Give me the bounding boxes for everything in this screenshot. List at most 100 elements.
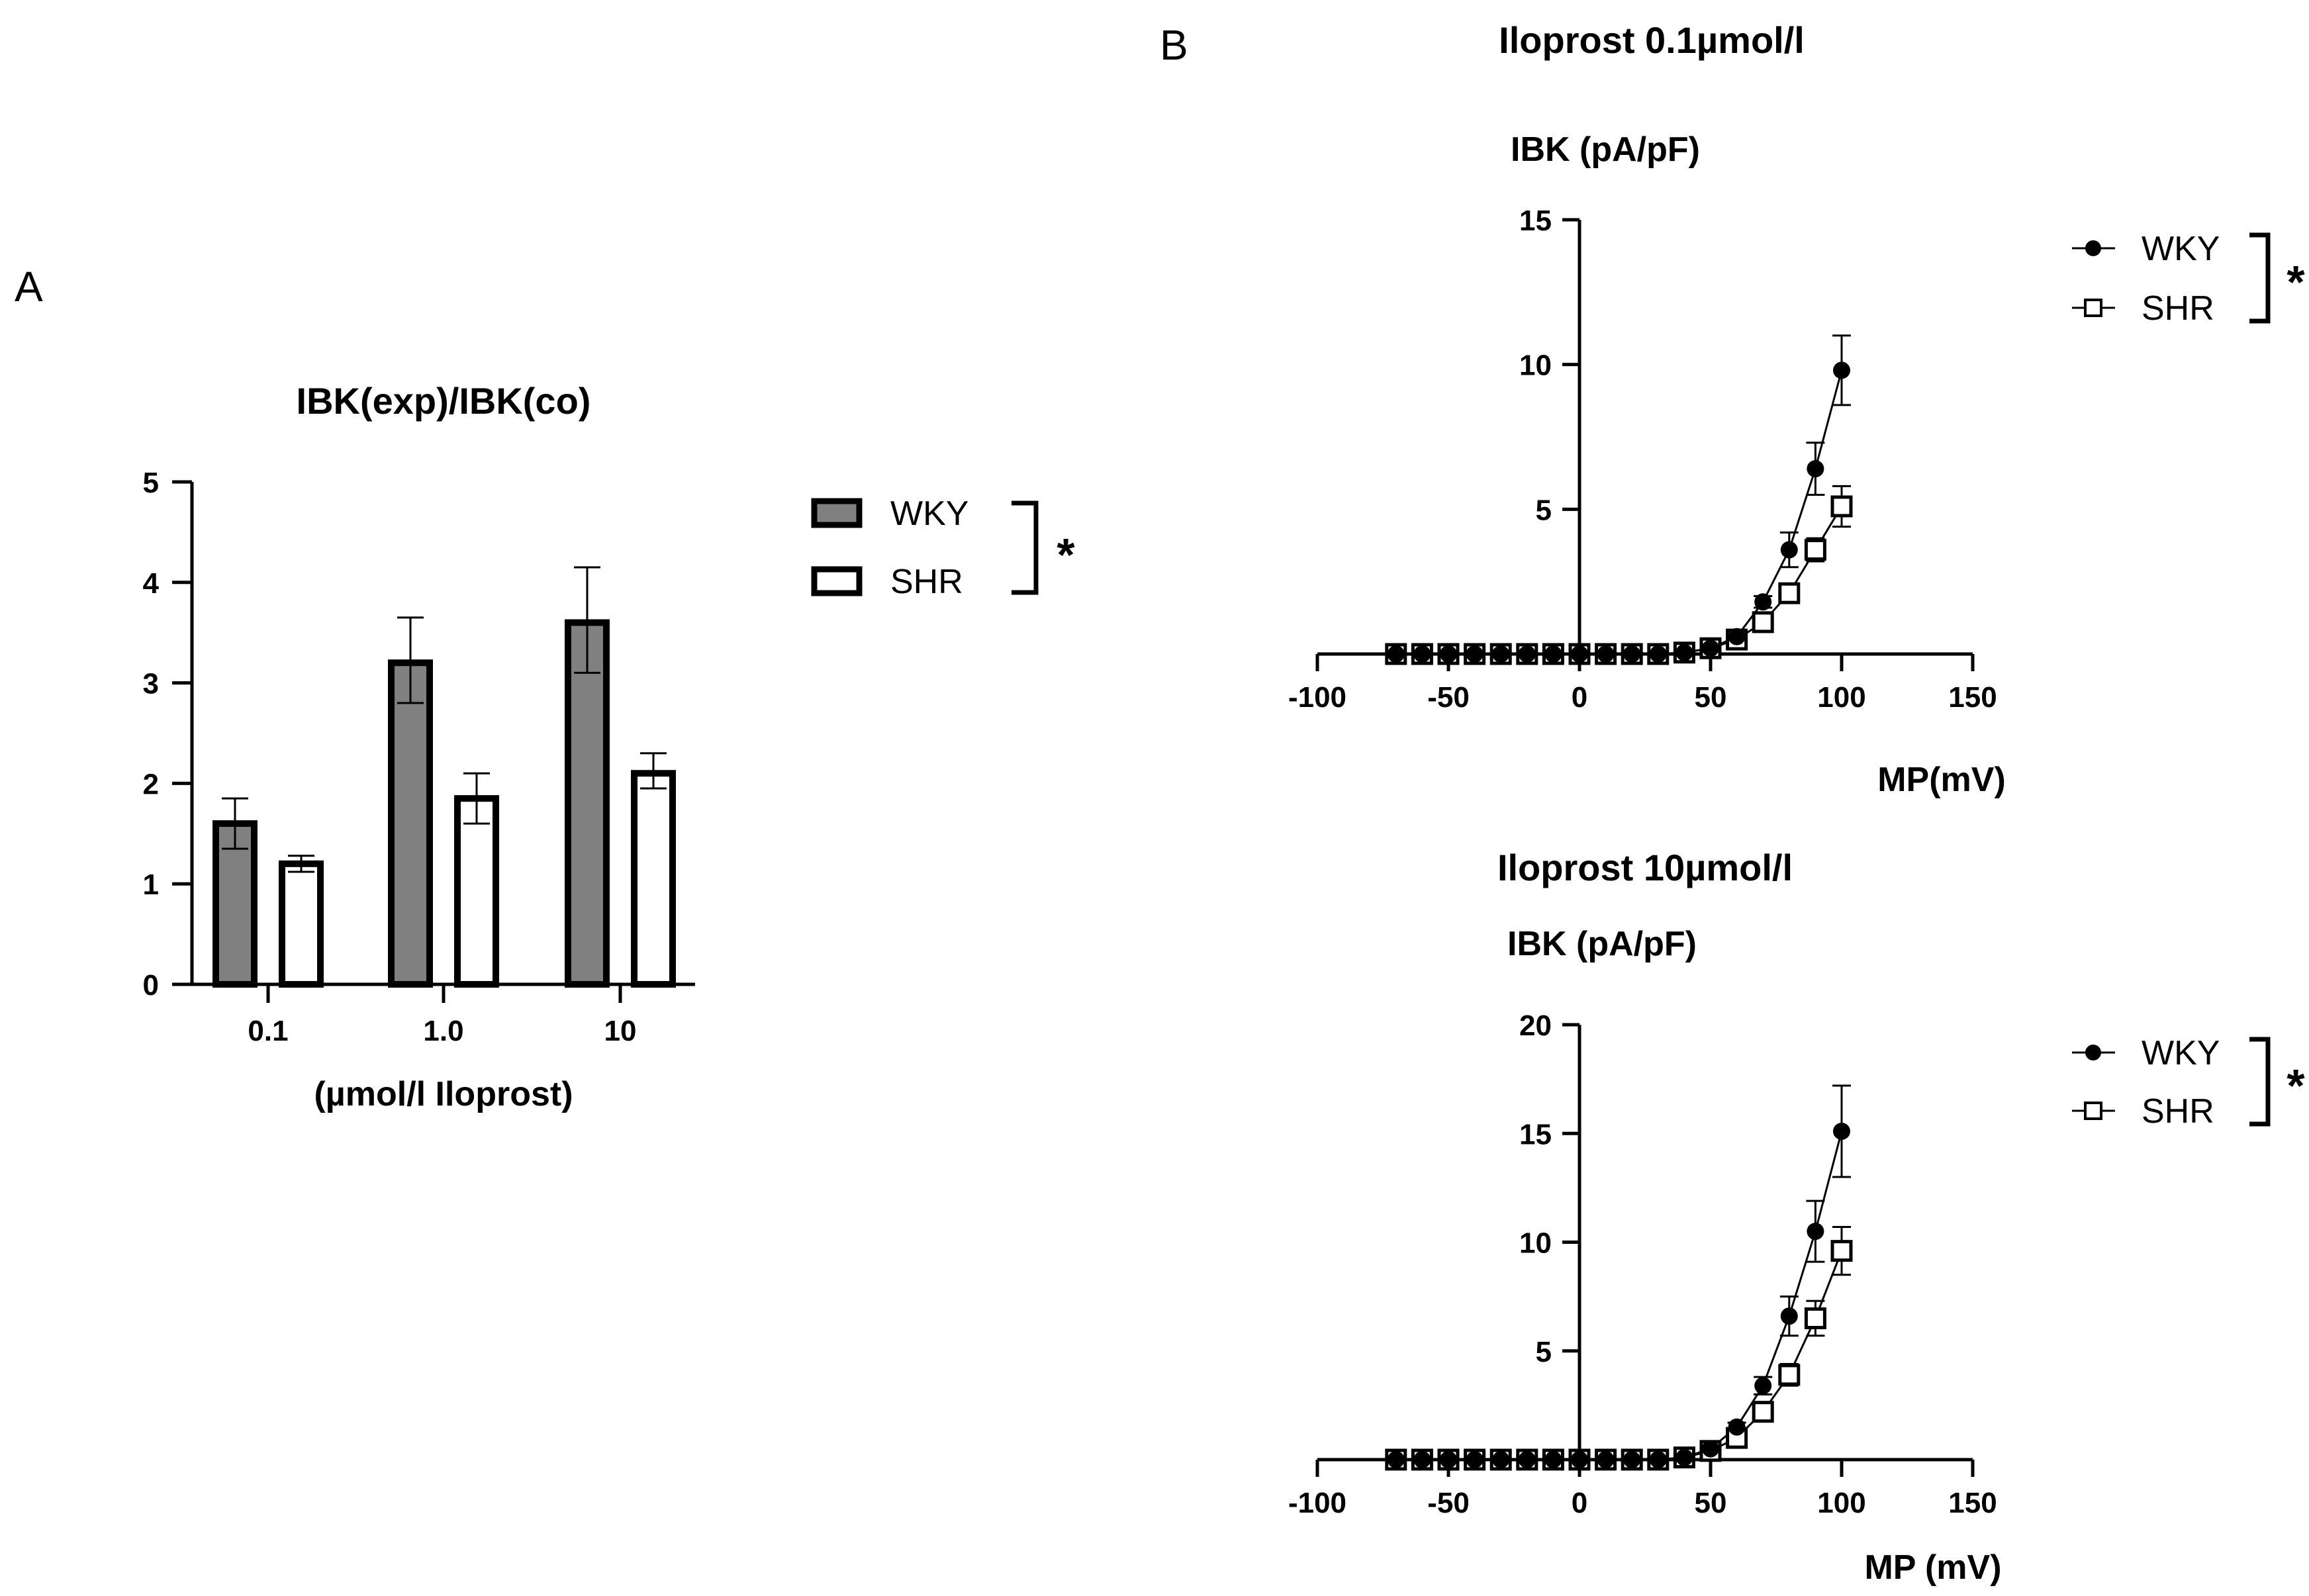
iv-point-wky: [1466, 645, 1484, 663]
iv-y-tick-label: 5: [1536, 494, 1552, 526]
iv-point-wky: [1544, 1451, 1562, 1468]
iv-x-tick-label: -50: [1427, 681, 1470, 714]
iv-chart-10-plot: -100 -50 0 50 100 150 5 10 15 20: [1288, 1009, 1997, 1519]
iv-chart-10: Iloprost 10µmol/l IBK (pA/pF) -100 -50 0 50…: [1288, 847, 2305, 1587]
iv-x-tick-label: 50: [1695, 681, 1727, 714]
bar-chart-legend: WKY SHR *: [811, 494, 1075, 601]
legend-significance-bracket: [2249, 232, 2271, 324]
iv-y-tick-label: 15: [1519, 1118, 1552, 1150]
bar-y-tick-label: 2: [143, 768, 159, 800]
iv-chart-0-1-x-axis-label: MP(mV): [1877, 761, 2006, 799]
iv-point-wky: [1597, 1451, 1615, 1468]
iv-y-tick-label: 10: [1519, 1227, 1552, 1260]
iv-x-tick-label: -50: [1427, 1487, 1470, 1519]
legend-shr-swatch: [811, 566, 863, 596]
bar-chart: IBK(exp)/IBK(co) 0 1 2 3 4 5 0.1 1.0 10 (µmol/l …: [143, 380, 1076, 1113]
iv-chart-10-y-axis-label: IBK (pA/pF): [1507, 925, 1697, 963]
bar-x-tick-label: 0.1: [248, 1015, 288, 1047]
bar-shr: [454, 795, 499, 988]
iv-point-wky: [1728, 1418, 1746, 1436]
iv-chart-0-1-plot: -100 -50 0 50 100 150 5 10 15: [1288, 205, 1997, 714]
iv-x-tick-label: 0: [1572, 1487, 1587, 1519]
iv-point-wky: [1544, 645, 1562, 663]
bar-shr: [631, 770, 676, 988]
legend-shr-label: SHR: [2142, 1092, 2214, 1131]
iv-point-wky: [1518, 1451, 1536, 1468]
legend-significance-bracket: [1012, 500, 1039, 595]
iv-y-tick-label: 10: [1519, 350, 1552, 382]
legend-significance-star: *: [2286, 1060, 2305, 1111]
iv-point-shr: [1778, 582, 1801, 604]
iv-point-wky: [1466, 1451, 1484, 1468]
iv-point-wky: [1833, 361, 1850, 379]
iv-point-wky: [1492, 1451, 1510, 1468]
iv-y-tick-label: 20: [1519, 1009, 1552, 1042]
iv-y-tick-label: 15: [1519, 205, 1552, 237]
iv-x-tick-label: -100: [1288, 1487, 1346, 1519]
iv-y-tick-label: 5: [1536, 1336, 1552, 1368]
bar-chart-title: IBK(exp)/IBK(co): [297, 380, 591, 422]
iv-point-wky: [1754, 593, 1772, 611]
iv-x-tick-label: 100: [1817, 681, 1865, 714]
legend-wky-swatch: [811, 498, 863, 528]
iv-x-tick-label: 100: [1817, 1487, 1865, 1519]
iv-point-shr: [1830, 1240, 1853, 1262]
iv-point-wky: [1728, 628, 1746, 645]
iv-point-wky: [1807, 1223, 1824, 1241]
iv-chart-10-legend: WKY SHR *: [2072, 1034, 2305, 1131]
iv-point-wky: [1387, 1451, 1405, 1468]
bar-wky: [565, 619, 610, 988]
legend-wky-marker: [2085, 1045, 2101, 1060]
bar-y-tick-label: 3: [143, 668, 159, 700]
iv-point-wky: [1623, 1451, 1641, 1468]
iv-point-wky: [1649, 645, 1667, 663]
iv-chart-0-1: Iloprost 0.1µmol/l IBK (pA/pF) -100 -50 0 5…: [1288, 19, 2305, 799]
bar-wky: [388, 659, 433, 988]
iv-point-wky: [1440, 1451, 1457, 1468]
legend-significance-star: *: [1057, 529, 1075, 581]
iv-point-wky: [1675, 643, 1693, 661]
iv-series-line-wky: [1395, 370, 1843, 655]
iv-point-wky: [1702, 639, 1719, 657]
iv-point-wky: [1571, 1451, 1588, 1468]
legend-shr-marker: [2084, 299, 2102, 317]
iv-point-wky: [1413, 645, 1431, 663]
iv-point-wky: [1780, 541, 1798, 559]
iv-chart-10-x-axis-label: MP (mV): [1864, 1548, 2001, 1587]
iv-point-wky: [1623, 645, 1641, 663]
legend-shr-label: SHR: [890, 563, 963, 601]
legend-significance-star: *: [2286, 256, 2305, 308]
bar-y-tick-label: 4: [143, 567, 160, 600]
iv-point-shr: [1752, 611, 1774, 634]
iv-point-wky: [1518, 645, 1536, 663]
iv-point-shr: [1830, 495, 1853, 518]
iv-x-tick-label: 0: [1572, 681, 1587, 714]
iv-point-wky: [1649, 1451, 1667, 1468]
iv-x-tick-label: -100: [1288, 681, 1346, 714]
iv-point-shr: [1804, 539, 1826, 561]
iv-point-wky: [1702, 1440, 1719, 1458]
panel-letter-b: B: [1160, 21, 1188, 69]
legend-wky-marker: [2085, 240, 2101, 256]
iv-point-wky: [1754, 1377, 1772, 1395]
bar-x-tick-label: 10: [604, 1015, 637, 1047]
legend-shr-label: SHR: [2142, 289, 2214, 328]
iv-chart-10-title: Iloprost 10µmol/l: [1497, 847, 1793, 888]
bar-chart-x-axis-label: (µmol/l Iloprost): [314, 1075, 573, 1113]
iv-point-shr: [1804, 1307, 1826, 1329]
iv-x-tick-label: 150: [1948, 681, 1997, 714]
bar-y-tick-label: 0: [143, 969, 159, 1002]
iv-chart-0-1-title: Iloprost 0.1µmol/l: [1499, 19, 1805, 61]
legend-significance-bracket: [2249, 1037, 2271, 1127]
legend-wky-label: WKY: [2142, 230, 2220, 268]
iv-chart-0-1-y-axis-label: IBK (pA/pF): [1511, 130, 1700, 169]
bar-y-tick-label: 5: [143, 467, 159, 499]
bar-chart-plot: 0 1 2 3 4 5 0.1 1.0 10: [143, 467, 695, 1047]
iv-point-wky: [1387, 645, 1405, 663]
iv-x-tick-label: 150: [1948, 1487, 1997, 1519]
iv-point-wky: [1780, 1307, 1798, 1325]
iv-point-wky: [1413, 1451, 1431, 1468]
iv-x-tick-label: 50: [1695, 1487, 1727, 1519]
bar-shr: [279, 860, 324, 988]
